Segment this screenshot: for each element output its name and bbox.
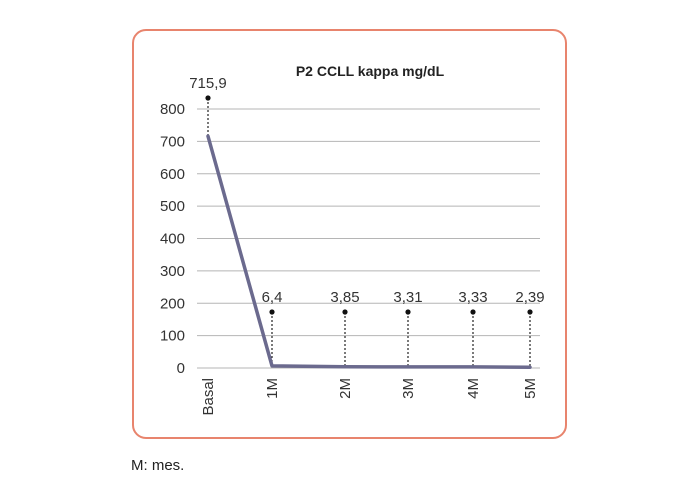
y-tick-label: 0	[177, 360, 185, 377]
y-axis-ticks: 0 100 200 300 400 500 600 700 800	[160, 101, 185, 377]
series-line	[206, 134, 532, 369]
x-tick-label: 2M	[337, 378, 354, 399]
data-label: 2,39	[515, 289, 544, 306]
label-dot	[405, 309, 411, 315]
x-tick-label: 5M	[522, 378, 539, 399]
label-dot	[342, 309, 348, 315]
label-leaders	[205, 95, 533, 368]
y-tick-label: 600	[160, 166, 185, 183]
label-dot	[269, 309, 275, 315]
data-label: 3,31	[393, 289, 422, 306]
x-axis-ticks: Basal 1M 2M 3M 4M 5M	[200, 378, 539, 416]
y-tick-label: 700	[160, 133, 185, 150]
y-tick-label: 800	[160, 101, 185, 118]
chart-title: P2 CCLL kappa mg/dL	[296, 63, 445, 79]
x-tick-label: Basal	[200, 378, 217, 416]
data-label: 715,9	[189, 75, 227, 92]
y-tick-label: 500	[160, 198, 185, 215]
footnote: M: mes.	[131, 457, 185, 474]
data-labels: 715,9 6,4 3,85 3,31 3,33 2,39	[189, 75, 544, 306]
x-tick-label: 4M	[465, 378, 482, 399]
label-dot	[470, 309, 476, 315]
series-line-layer	[206, 134, 532, 369]
chart-card	[132, 29, 567, 439]
x-tick-label: 3M	[400, 378, 417, 399]
y-tick-label: 100	[160, 328, 185, 345]
label-dot	[205, 95, 211, 101]
y-tick-label: 200	[160, 295, 185, 312]
y-tick-label: 400	[160, 231, 185, 248]
grid-lines	[197, 108, 540, 369]
data-label: 3,33	[458, 289, 487, 306]
y-tick-label: 300	[160, 263, 185, 280]
data-label: 6,4	[262, 289, 283, 306]
x-tick-label: 1M	[264, 378, 281, 399]
label-dot	[527, 309, 533, 315]
data-label: 3,85	[330, 289, 359, 306]
